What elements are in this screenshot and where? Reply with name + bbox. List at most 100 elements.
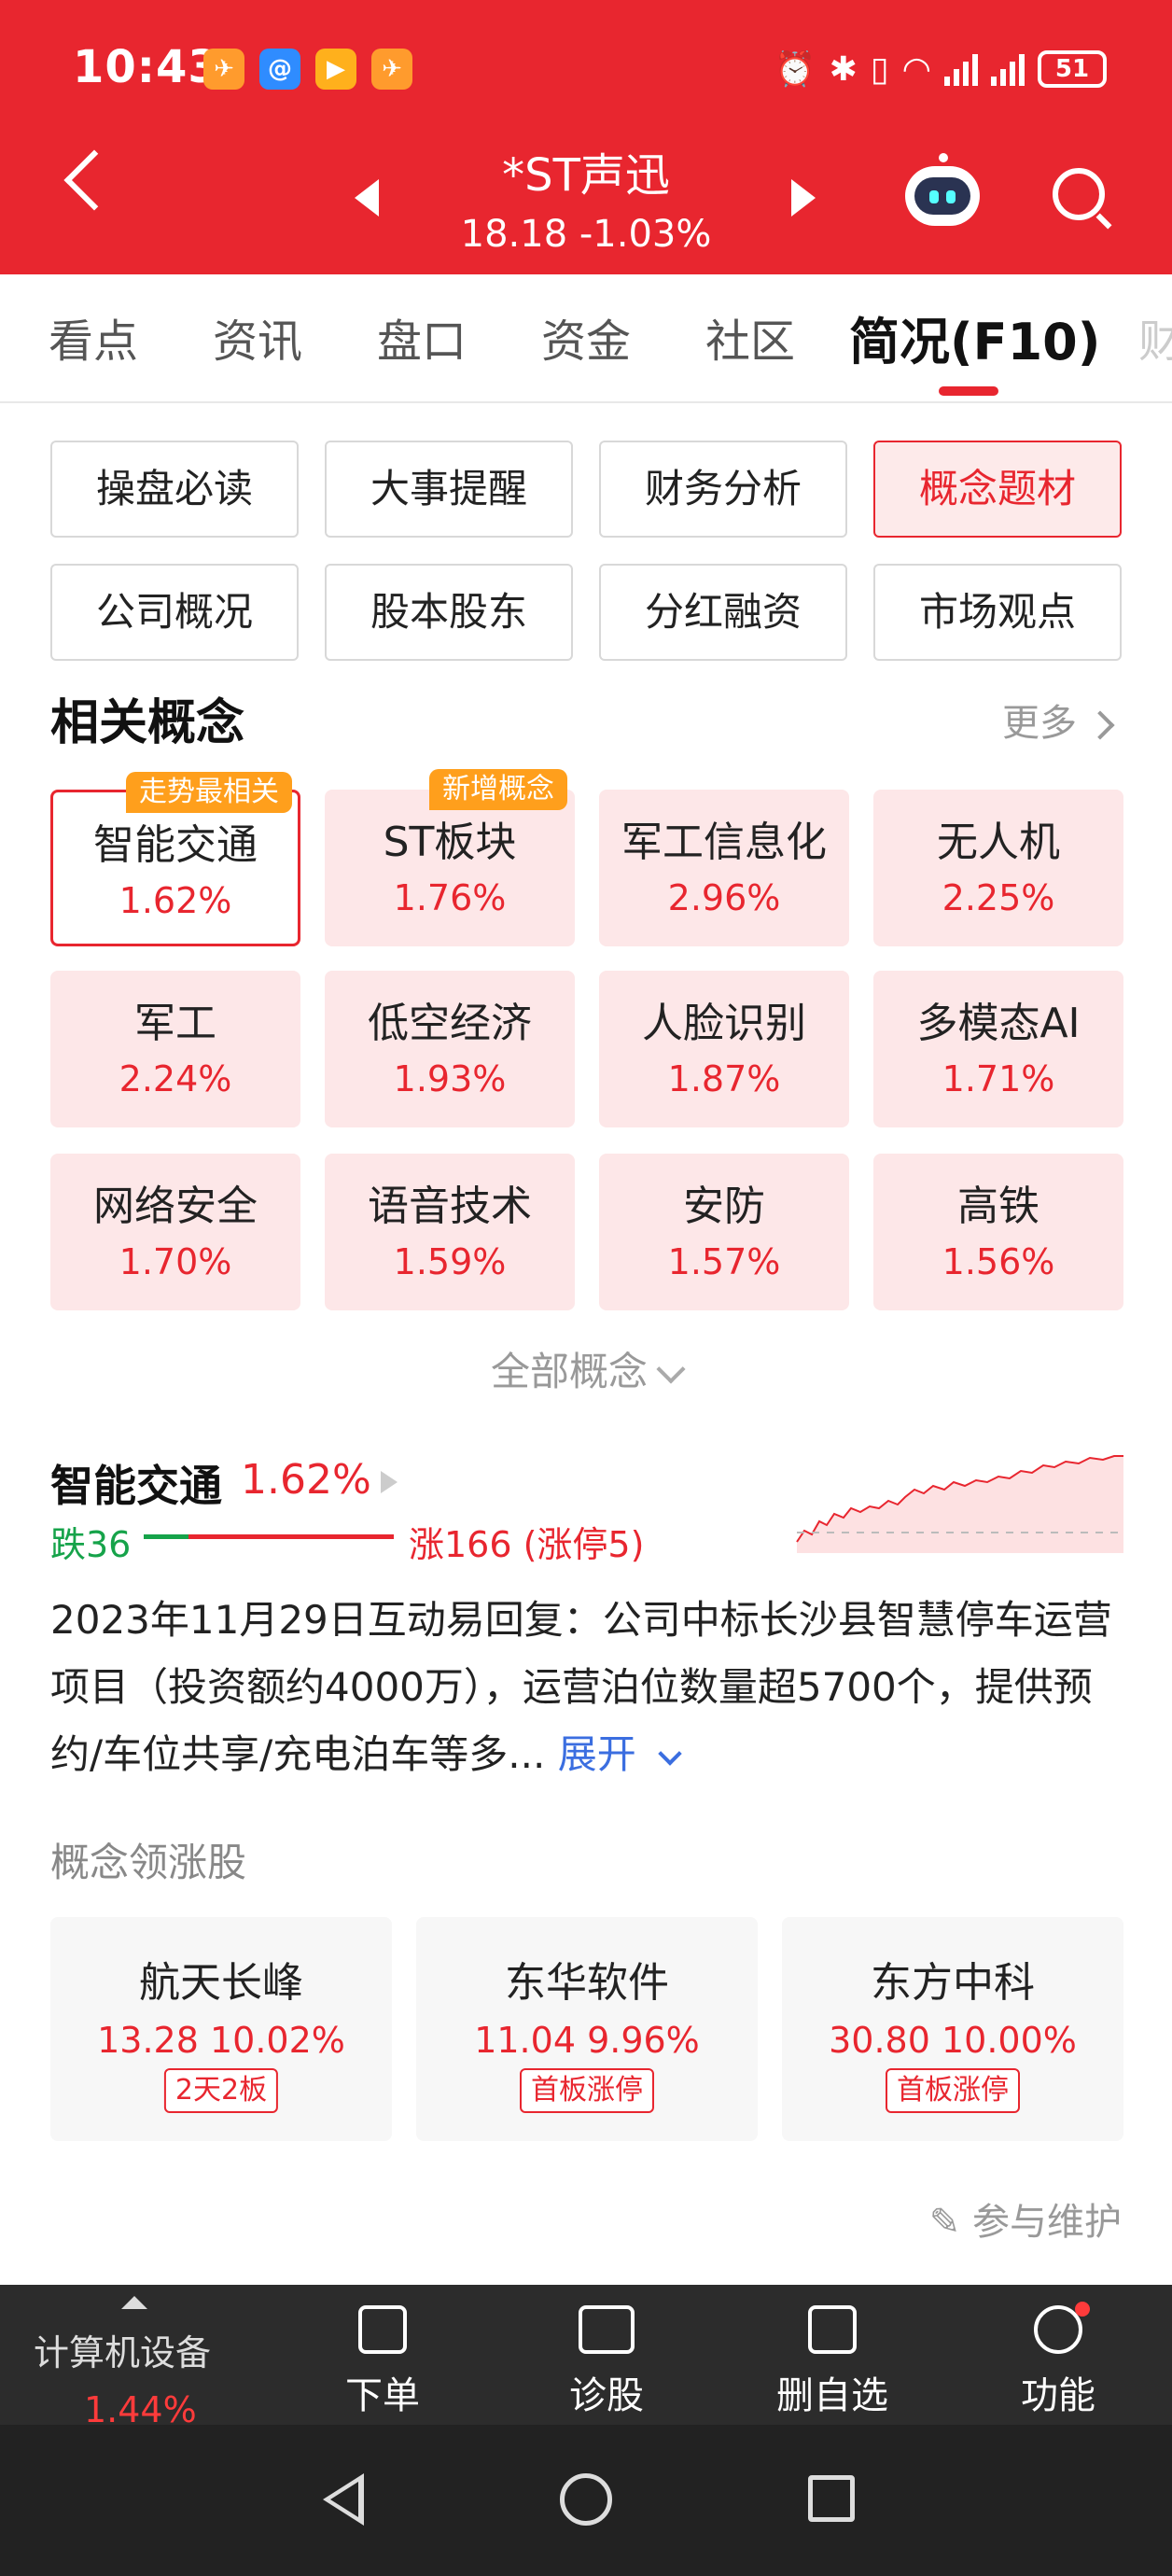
more-label: 更多 [1002, 702, 1077, 745]
diagnose-label: 诊股 [569, 2374, 644, 2417]
status-bar: 10:43 ✈ @ ▶ ✈ ⏰ ✱ ▯ ◠ 51 [0, 32, 1172, 106]
concept-name: 低空经济 [368, 1000, 532, 1047]
more-link[interactable]: 更多 [1002, 693, 1115, 747]
concept-name: 高铁 [957, 1183, 1039, 1230]
concept-name: 军工 [134, 1000, 216, 1047]
concept-card[interactable]: 高铁 1.56% [873, 1154, 1123, 1310]
concept-card[interactable]: 语音技术 1.59% [325, 1154, 575, 1310]
concept-name: 军工信息化 [621, 819, 827, 866]
leader-value: 30.80 10.00% [829, 2020, 1077, 2061]
prev-stock-icon[interactable] [355, 179, 379, 217]
concept-name: 安防 [683, 1183, 765, 1230]
vibrate-icon: ▯ [870, 49, 889, 89]
wifi-icon: ◠ [901, 49, 931, 89]
menu-icon [1034, 2302, 1090, 2354]
sub-btn-company-overview[interactable]: 公司概况 [50, 564, 299, 661]
sub-btn-financials[interactable]: 财务分析 [599, 441, 847, 538]
concept-card[interactable]: 低空经济 1.93% [325, 971, 575, 1127]
back-triangle-icon[interactable] [323, 2473, 364, 2526]
signal-icon [944, 52, 978, 86]
tab-f10-profile[interactable]: 简况(F10) [849, 313, 1101, 371]
expand-label: 展开 [557, 1731, 636, 1777]
order-button[interactable]: 下单 [308, 2305, 457, 2419]
concept-detail-pct: 1.62% [241, 1456, 371, 1504]
concept-card[interactable]: 无人机 2.25% [873, 790, 1123, 946]
order-icon [358, 2305, 407, 2354]
order-label: 下单 [345, 2374, 420, 2417]
edit-icon: ✎ [928, 2201, 961, 2244]
concept-card[interactable]: 走势最相关 智能交通 1.62% [50, 772, 300, 946]
concept-pct: 1.62% [119, 880, 232, 921]
leaders-title: 概念领涨股 [50, 1840, 247, 1885]
remove-watchlist-button[interactable]: 删自选 [758, 2305, 907, 2419]
clock: 10:43 [73, 41, 220, 93]
sub-btn-dividends[interactable]: 分红融资 [599, 564, 847, 661]
tab-community[interactable]: 社区 [705, 315, 796, 368]
functions-button[interactable]: 功能 [984, 2302, 1133, 2419]
tab-finance[interactable]: 财 [1138, 315, 1172, 368]
leader-value: 13.28 10.02% [97, 2020, 345, 2061]
remove-watchlist-label: 删自选 [776, 2374, 888, 2417]
concept-pct: 1.57% [667, 1241, 781, 1282]
sector-name[interactable]: 计算机设备 [34, 2332, 212, 2373]
sub-btn-concepts[interactable]: 概念题材 [873, 441, 1122, 538]
leader-tag: 首板涨停 [886, 2068, 1020, 2113]
diagnose-button[interactable]: 诊股 [532, 2305, 681, 2419]
tab-news[interactable]: 资讯 [213, 315, 303, 368]
section-title-related-concepts: 相关概念 [50, 695, 245, 751]
concept-pct: 1.93% [393, 1058, 507, 1099]
expand-link[interactable]: 展开 [545, 1731, 682, 1777]
diagnose-icon [579, 2305, 635, 2354]
concept-card[interactable]: 安防 1.57% [599, 1154, 849, 1310]
leader-name: 航天长峰 [139, 1959, 303, 2007]
battery-icon: 51 [1038, 50, 1107, 88]
leader-stock-card[interactable]: 东方中科 30.80 10.00% 首板涨停 [782, 1917, 1123, 2141]
maintain-link[interactable]: ✎ 参与维护 [929, 2191, 1122, 2246]
concept-pct: 2.25% [942, 877, 1055, 918]
sub-btn-shareholders[interactable]: 股本股东 [325, 564, 573, 661]
concept-pct: 1.87% [667, 1058, 781, 1099]
concept-card[interactable]: 军工信息化 2.96% [599, 790, 849, 946]
sub-btn-events[interactable]: 大事提醒 [325, 441, 573, 538]
concept-card[interactable]: 新增概念 ST板块 1.76% [325, 769, 575, 946]
leader-value: 11.04 9.96% [474, 2020, 700, 2061]
robot-assistant-icon[interactable] [905, 153, 980, 226]
leader-tag: 首板涨停 [520, 2068, 654, 2113]
leader-stock-card[interactable]: 航天长峰 13.28 10.02% 2天2板 [50, 1917, 392, 2141]
search-icon[interactable] [1053, 168, 1105, 220]
concept-badge: 走势最相关 [126, 772, 292, 813]
tab-bar: 看点 资讯 盘口 资金 社区 简况(F10) 财 [0, 274, 1172, 403]
leader-stock-card[interactable]: 东华软件 11.04 9.96% 首板涨停 [416, 1917, 758, 2141]
app-notify-icon: ✈ [203, 49, 244, 90]
tab-highlights[interactable]: 看点 [49, 315, 139, 368]
concept-card[interactable]: 军工 2.24% [50, 971, 300, 1127]
play-icon[interactable] [381, 1471, 398, 1493]
concept-card[interactable]: 人脸识别 1.87% [599, 971, 849, 1127]
concept-card[interactable]: 网络安全 1.70% [50, 1154, 300, 1310]
next-stock-icon[interactable] [791, 179, 816, 217]
concept-card[interactable]: 多模态AI 1.71% [873, 971, 1123, 1127]
functions-label: 功能 [1021, 2374, 1095, 2417]
system-nav-bar [0, 2425, 1172, 2576]
stock-price: 18.18 -1.03% [460, 213, 712, 256]
concept-sparkline [796, 1455, 1123, 1553]
recents-square-icon[interactable] [808, 2475, 855, 2522]
tab-funds[interactable]: 资金 [541, 315, 632, 368]
bluetooth-icon: ✱ [829, 49, 858, 89]
tab-quotes[interactable]: 盘口 [377, 315, 467, 368]
all-concepts-toggle[interactable]: 全部概念 [0, 1340, 1172, 1397]
concept-pct: 1.70% [119, 1241, 232, 1282]
back-icon[interactable] [63, 149, 125, 211]
sub-btn-market-views[interactable]: 市场观点 [873, 564, 1122, 661]
all-concepts-label: 全部概念 [490, 1349, 648, 1394]
stock-name: *ST声迅 [502, 149, 670, 202]
remove-watchlist-icon [808, 2305, 857, 2354]
concept-detail-name[interactable]: 智能交通 [50, 1461, 222, 1511]
advancers-bar [188, 1534, 394, 1539]
maintain-label: 参与维护 [972, 2201, 1122, 2244]
concept-name: 语音技术 [368, 1183, 532, 1230]
home-circle-icon[interactable] [560, 2473, 612, 2526]
sub-btn-trading-guide[interactable]: 操盘必读 [50, 441, 299, 538]
concept-pct: 1.76% [393, 877, 507, 918]
concept-name: 人脸识别 [642, 1000, 806, 1047]
